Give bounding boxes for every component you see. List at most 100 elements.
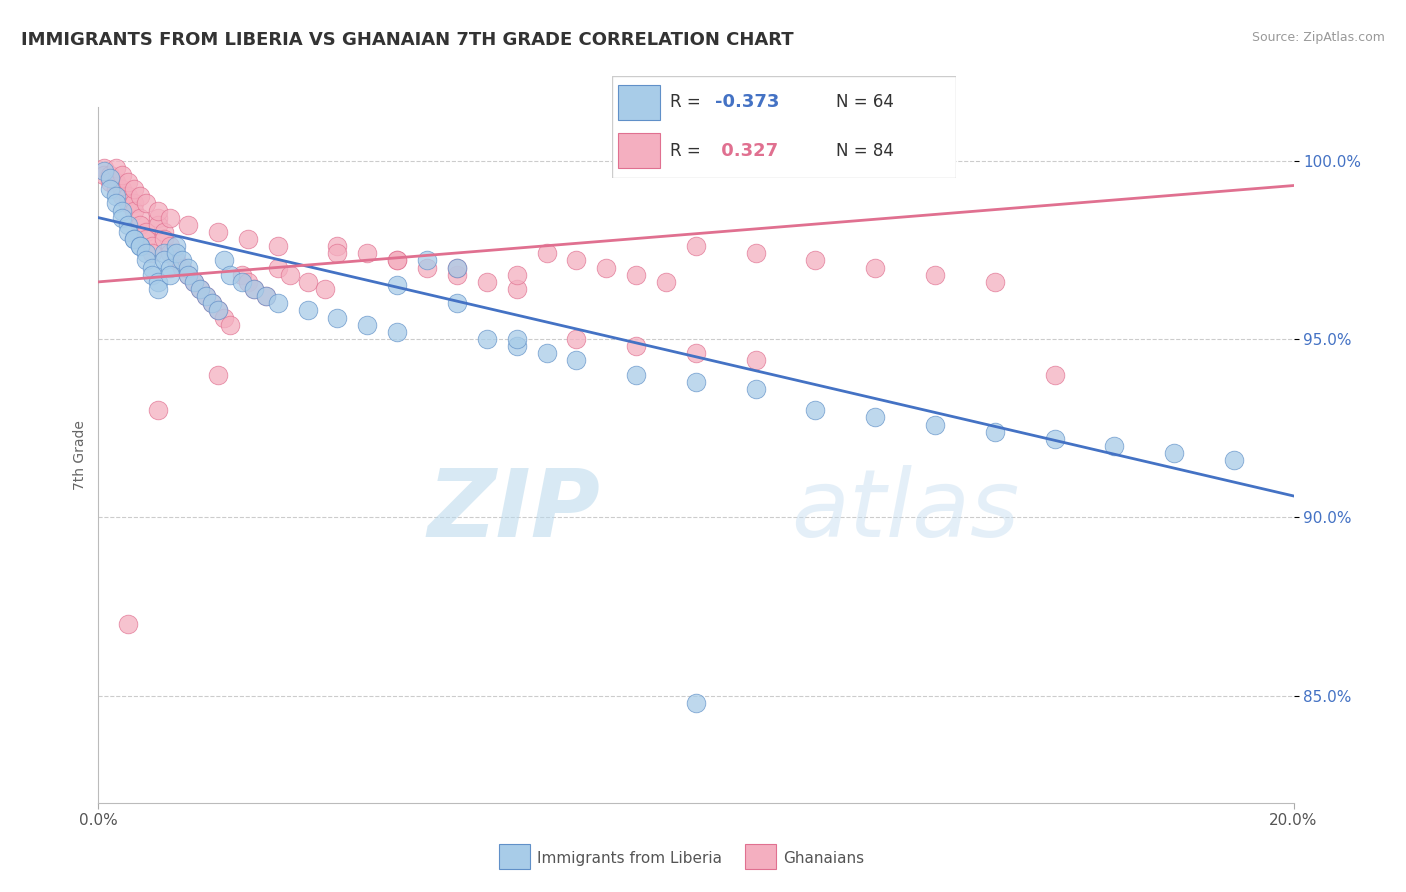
Point — [177, 218, 200, 232]
Point — [135, 225, 157, 239]
Point — [506, 332, 529, 346]
Point — [188, 282, 211, 296]
Point — [655, 275, 678, 289]
Point — [207, 225, 229, 239]
Point — [207, 303, 229, 318]
Point — [212, 253, 235, 268]
Point — [624, 268, 647, 282]
Point — [172, 253, 194, 268]
Point — [117, 175, 139, 189]
Point — [326, 239, 349, 253]
Point — [1043, 368, 1066, 382]
Point — [267, 239, 290, 253]
Point — [207, 303, 229, 318]
Point — [685, 375, 707, 389]
Point — [745, 353, 768, 368]
Point — [129, 189, 152, 203]
Point — [105, 182, 128, 196]
Point — [105, 196, 128, 211]
Point — [111, 168, 134, 182]
Point — [165, 239, 187, 253]
Point — [105, 161, 128, 175]
Point — [159, 260, 181, 275]
Point — [117, 189, 139, 203]
Point — [267, 296, 290, 310]
Point — [565, 253, 588, 268]
Point — [624, 339, 647, 353]
Point — [254, 289, 277, 303]
Point — [194, 289, 218, 303]
Point — [98, 182, 122, 196]
Bar — [619, 133, 659, 168]
Point — [177, 260, 200, 275]
Point — [446, 260, 468, 275]
Point — [111, 182, 134, 196]
Text: ZIP: ZIP — [427, 465, 600, 557]
Point — [356, 246, 378, 260]
Point — [326, 310, 349, 325]
Point — [93, 164, 115, 178]
Point — [105, 189, 128, 203]
Point — [1043, 432, 1066, 446]
Point — [385, 253, 409, 268]
Point — [685, 696, 707, 710]
Point — [135, 232, 157, 246]
Point — [153, 253, 176, 268]
Point — [297, 275, 319, 289]
Point — [506, 268, 529, 282]
Point — [446, 268, 468, 282]
Y-axis label: 7th Grade: 7th Grade — [73, 420, 87, 490]
Text: Source: ZipAtlas.com: Source: ZipAtlas.com — [1251, 31, 1385, 45]
Point — [865, 410, 887, 425]
Point — [148, 282, 170, 296]
Point — [201, 296, 224, 310]
Text: IMMIGRANTS FROM LIBERIA VS GHANAIAN 7TH GRADE CORRELATION CHART: IMMIGRANTS FROM LIBERIA VS GHANAIAN 7TH … — [21, 31, 794, 49]
Point — [93, 168, 115, 182]
Point — [141, 260, 163, 275]
Point — [207, 368, 229, 382]
Point — [111, 189, 134, 203]
Point — [212, 310, 235, 325]
Point — [194, 289, 218, 303]
Point — [446, 296, 468, 310]
Point — [183, 275, 205, 289]
Point — [183, 275, 205, 289]
Point — [98, 168, 122, 182]
Point — [124, 232, 146, 246]
Point — [685, 239, 707, 253]
Point — [111, 203, 134, 218]
Point — [148, 203, 170, 218]
Point — [135, 246, 157, 260]
Point — [124, 203, 146, 218]
Point — [685, 346, 707, 360]
Point — [159, 239, 181, 253]
Text: Immigrants from Liberia: Immigrants from Liberia — [537, 851, 723, 865]
Point — [117, 617, 139, 632]
Point — [536, 246, 558, 260]
Point — [141, 246, 163, 260]
Point — [201, 296, 224, 310]
Point — [1223, 453, 1246, 467]
Point — [219, 318, 242, 332]
Point — [326, 246, 349, 260]
Point — [124, 196, 146, 211]
Point — [745, 246, 768, 260]
Point — [124, 232, 146, 246]
Point — [385, 325, 409, 339]
Point — [385, 278, 409, 293]
Text: 0.327: 0.327 — [716, 142, 778, 160]
Point — [416, 253, 439, 268]
Point — [153, 232, 176, 246]
Point — [231, 275, 253, 289]
Point — [129, 211, 152, 225]
Point — [117, 218, 139, 232]
Point — [172, 260, 194, 275]
Bar — [619, 85, 659, 120]
Point — [297, 303, 319, 318]
Point — [117, 225, 139, 239]
Point — [595, 260, 617, 275]
Point — [159, 211, 181, 225]
Point — [446, 260, 468, 275]
Point — [506, 282, 529, 296]
Point — [177, 268, 200, 282]
